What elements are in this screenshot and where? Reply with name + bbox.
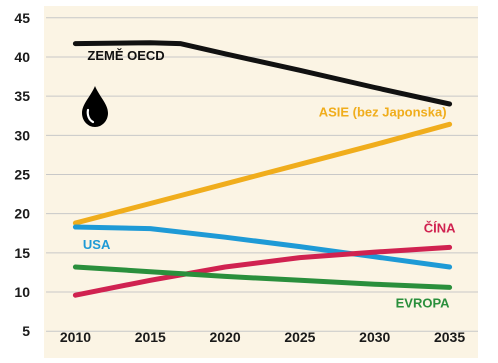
x-tick-label: 2035 — [434, 329, 465, 345]
series-line-0 — [72, 40, 453, 107]
x-tick-label: 2015 — [135, 329, 166, 345]
y-tick-label: 40 — [14, 49, 30, 65]
y-tick-label: 5 — [22, 323, 30, 339]
y-tick-label: 25 — [14, 167, 30, 183]
y-tick-label: 45 — [14, 10, 30, 26]
series-line-2 — [72, 224, 453, 270]
x-tick-label: 2025 — [284, 329, 315, 345]
x-tick-label: 2010 — [60, 329, 91, 345]
y-tick-label: 15 — [14, 245, 30, 261]
y-axis-ticks: 5 10 15 20 25 30 35 40 45 — [14, 10, 30, 339]
series-label-0: ZEMĚ OECD — [87, 48, 164, 63]
series-line-4 — [72, 264, 453, 290]
series-label-4: EVROPA — [396, 296, 451, 311]
series-label-1: ASIE (bez Japonska) — [319, 105, 447, 120]
y-tick-label: 20 — [14, 206, 30, 222]
series-labels: ZEMĚ OECD ASIE (bez Japonska) USA ČÍNA EVROP… — [83, 48, 456, 311]
oil-drop-highlight — [86, 108, 95, 124]
series-line-3 — [72, 244, 453, 298]
series-lines — [72, 40, 453, 298]
x-tick-label: 2020 — [210, 329, 241, 345]
x-axis-ticks: 2010 2015 2020 2025 2030 2035 — [60, 329, 465, 345]
y-tick-label: 10 — [14, 284, 30, 300]
series-label-2: USA — [83, 237, 111, 252]
plot-background — [44, 6, 478, 358]
series-label-3: ČÍNA — [424, 220, 456, 235]
series-line-1 — [72, 121, 453, 226]
y-tick-label: 30 — [14, 127, 30, 143]
x-tick-label: 2030 — [359, 329, 390, 345]
y-tick-label: 35 — [14, 88, 30, 104]
